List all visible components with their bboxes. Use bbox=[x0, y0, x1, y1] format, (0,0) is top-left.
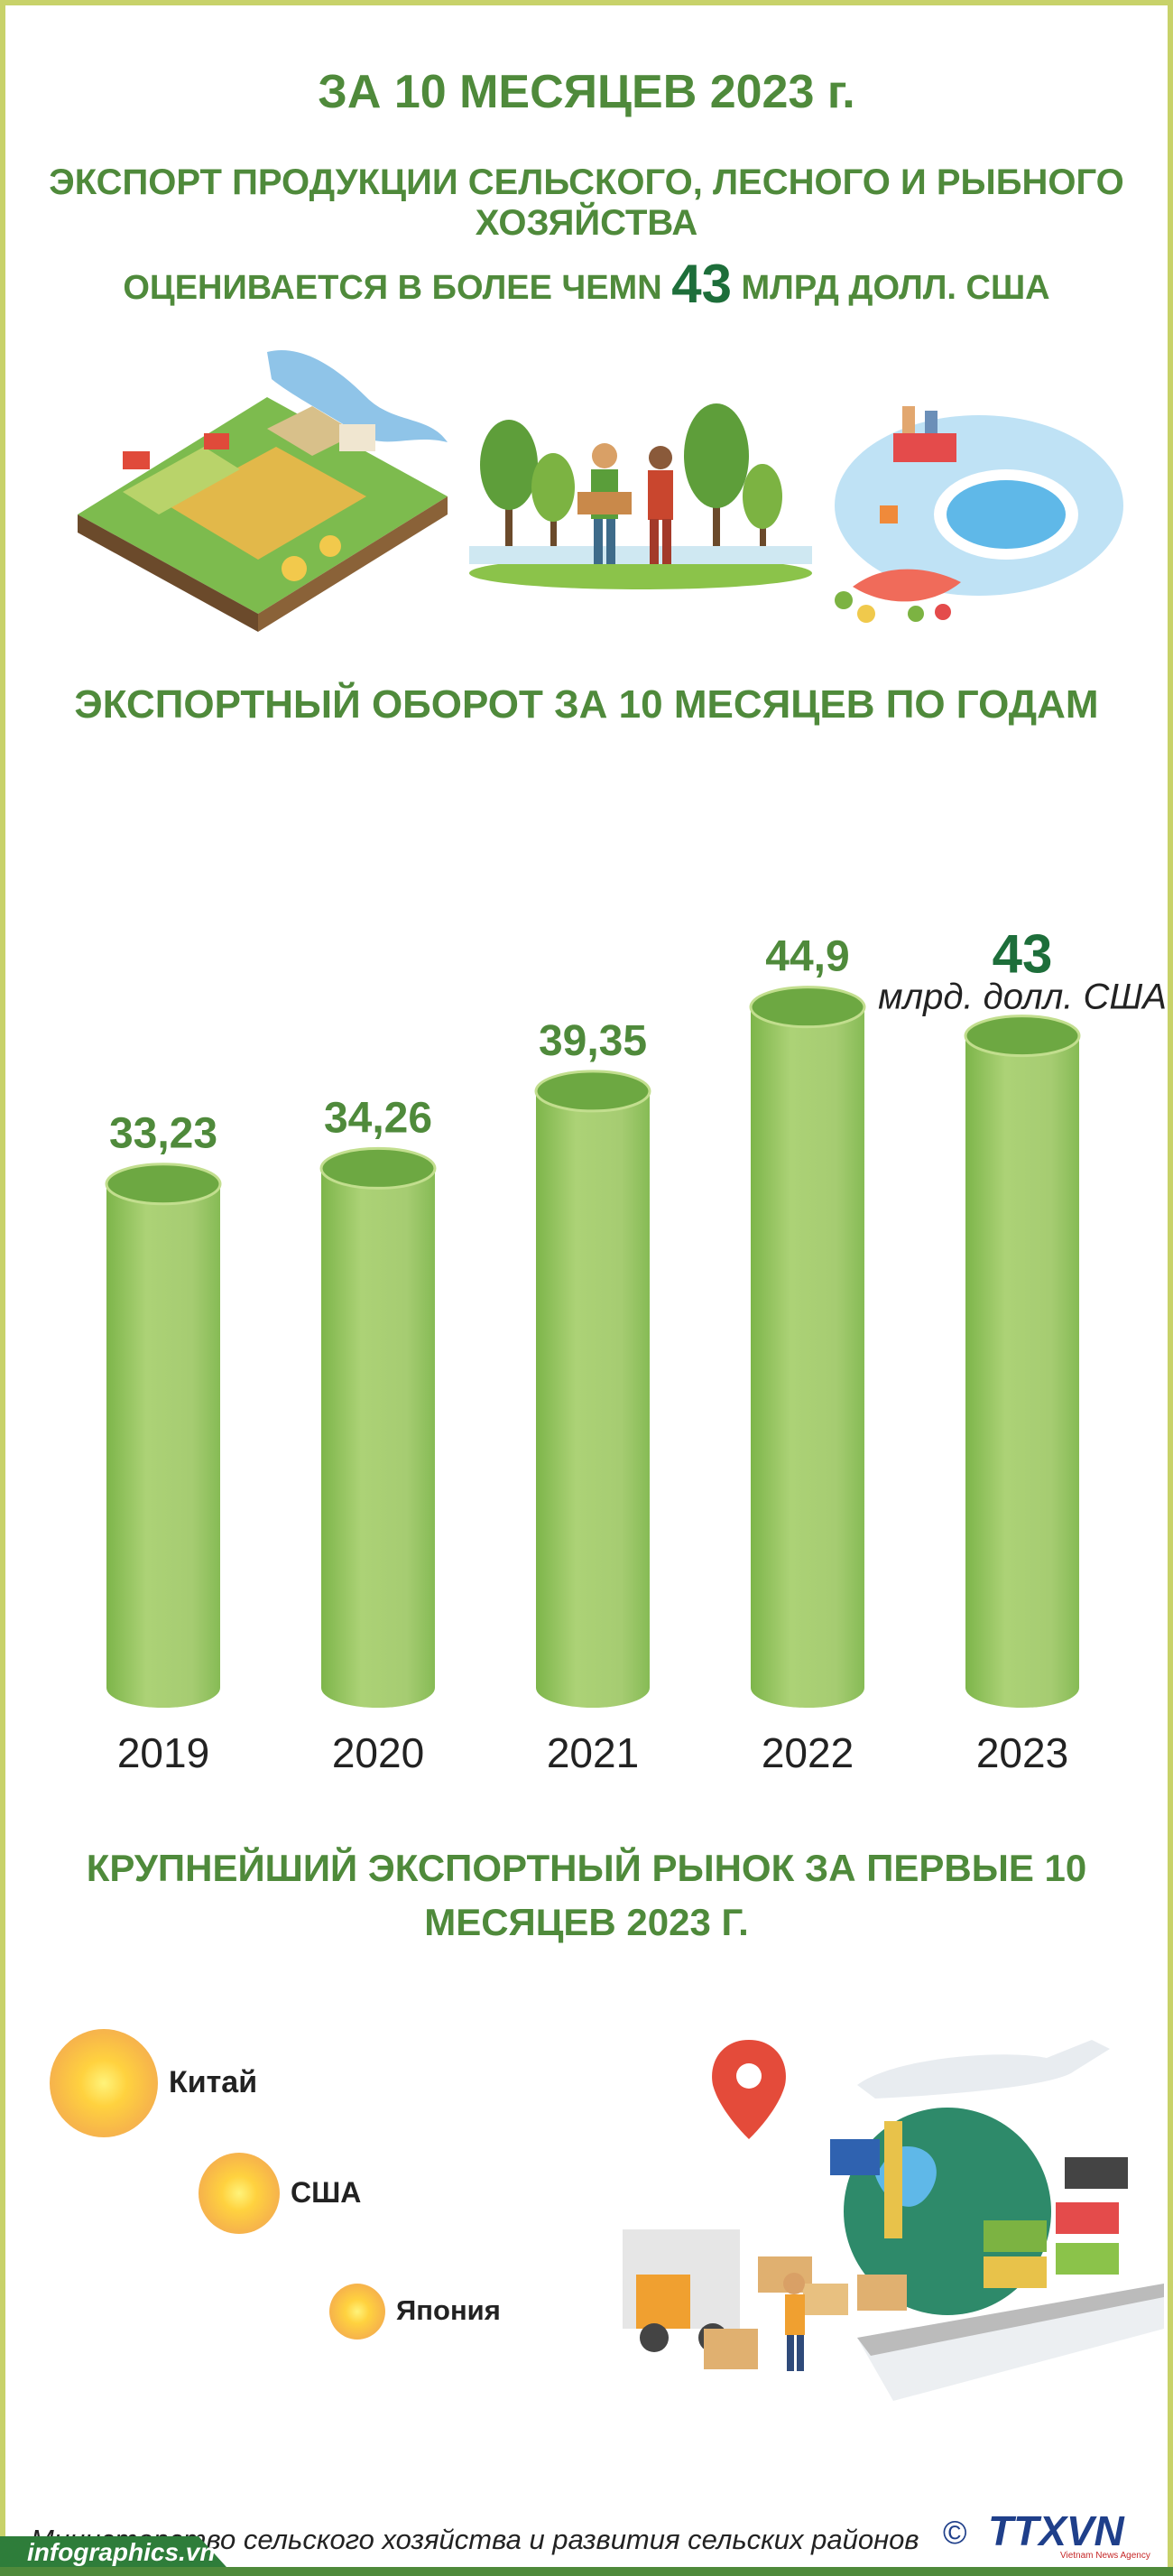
year-tick-label: 2023 bbox=[976, 1729, 1068, 1776]
market-sun-icon bbox=[329, 2284, 385, 2340]
bar-top bbox=[534, 1070, 651, 1113]
fish-farm-illustration-icon bbox=[835, 406, 1123, 623]
market-label: Китай bbox=[169, 2064, 258, 2099]
bar-2021: 39,35 2021 bbox=[534, 1017, 651, 1776]
bar-value-label: 33,23 bbox=[109, 1110, 217, 1158]
markets-title: КРУПНЕЙШИЙ ЭКСПОРТНЫЙ РЫНОК ЗА ПЕРВЫЕ 10… bbox=[86, 1847, 1087, 1943]
summary-value: 43 bbox=[671, 254, 732, 314]
logistics-illustration-icon bbox=[623, 2040, 1164, 2401]
bars-layer: 33,23 2019 34,26 2020 39,35 2021 44,9 2022 43млр… bbox=[105, 924, 1167, 1776]
bar-value-label: 43 bbox=[993, 924, 1053, 985]
ttxvn-logo: © TTXVN Vietnam News Agency bbox=[943, 2507, 1150, 2561]
year-tick-label: 2019 bbox=[117, 1729, 209, 1776]
bar-body bbox=[536, 1090, 650, 1708]
bar-top bbox=[964, 1015, 1081, 1058]
bar-body bbox=[751, 1006, 864, 1708]
bar-value-label: 44,9 bbox=[765, 933, 849, 981]
summary-text-after: МЛРД ДОЛЛ. США bbox=[741, 269, 1050, 307]
summary-text-before: ОЦЕНИВАЕТСЯ В БОЛЕЕ ЧЕМN bbox=[123, 269, 662, 307]
bar-top bbox=[319, 1146, 437, 1190]
farmers-illustration-icon bbox=[469, 403, 812, 589]
footer-band bbox=[0, 2536, 1173, 2576]
bar-value-label: 34,26 bbox=[324, 1094, 432, 1142]
bar-body bbox=[965, 1035, 1079, 1708]
bar-top bbox=[749, 986, 866, 1029]
farm-illustration-icon bbox=[78, 350, 448, 632]
market-label: США bbox=[291, 2175, 362, 2209]
site-link[interactable]: infographics.vn bbox=[27, 2538, 216, 2566]
header-summary: ОЦЕНИВАЕТСЯ В БОЛЕЕ ЧЕМN 43 МЛРД ДОЛЛ. С… bbox=[0, 253, 1173, 315]
year-tick-label: 2020 bbox=[332, 1729, 424, 1776]
bar-top bbox=[105, 1163, 222, 1206]
header-subtitle: ЭКСПОРТ ПРОДУКЦИИ СЕЛЬСКОГО, ЛЕСНОГО И Р… bbox=[49, 162, 1124, 243]
chart-title: ЭКСПОРТНЫЙ ОБОРОТ ЗА 10 МЕСЯЦЕВ ПО ГОДАМ bbox=[74, 682, 1099, 727]
year-tick-label: 2022 bbox=[762, 1729, 854, 1776]
bar-2020: 34,26 2020 bbox=[319, 1094, 437, 1776]
copyright-symbol: © bbox=[943, 2514, 967, 2551]
bar-body bbox=[106, 1183, 220, 1708]
bar-value-label: 39,35 bbox=[539, 1017, 647, 1065]
market-sun-icon bbox=[199, 2153, 280, 2234]
export-bar-chart: 33,23 2019 34,26 2020 39,35 2021 44,9 2022 43млр… bbox=[105, 924, 1167, 1776]
year-tick-label: 2021 bbox=[547, 1729, 639, 1776]
logo-text: TTXVN bbox=[988, 2507, 1125, 2554]
bar-body bbox=[321, 1168, 435, 1708]
bar-2022: 44,9 2022 bbox=[749, 933, 866, 1776]
header-title: ЗА 10 МЕСЯЦЕВ 2023 г. bbox=[318, 66, 855, 118]
market-sun-icon bbox=[50, 2029, 158, 2137]
logo-subtext: Vietnam News Agency bbox=[1060, 2551, 1150, 2561]
unit-label: млрд. долл. США bbox=[878, 978, 1167, 1017]
bar-2019: 33,23 2019 bbox=[105, 1110, 222, 1776]
market-label: Япония bbox=[396, 2294, 501, 2327]
